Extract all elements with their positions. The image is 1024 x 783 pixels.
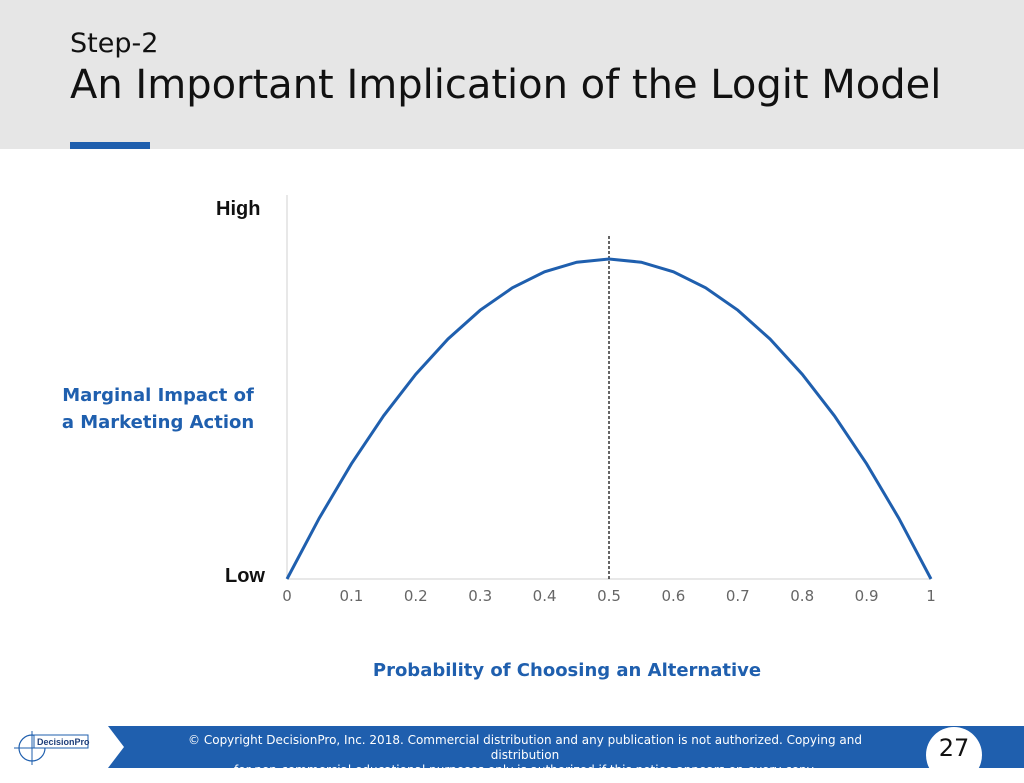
x-tick-label: 1 [926,587,936,605]
x-tick-label: 0.1 [339,587,363,605]
x-tick-label: 0.5 [597,587,621,605]
copyright-notice: © Copyright DecisionPro, Inc. 2018. Comm… [160,733,890,778]
copyright-line-2: for non-commercial educational purposes … [234,763,816,777]
y-axis-high-label: High [216,198,261,220]
x-tick-label: 0 [282,587,292,605]
page-number: 27 [938,734,970,762]
y-axis-title: Marginal Impact of a Marketing Action [61,385,255,433]
copyright-line-1: © Copyright DecisionPro, Inc. 2018. Comm… [188,733,862,762]
x-tick-label: 0.4 [533,587,557,605]
x-tick-label: 0.3 [468,587,492,605]
svg-text:DecisionPro: DecisionPro [37,737,90,747]
title-accent-bar [70,142,150,149]
x-tick-label: 0.8 [790,587,814,605]
title-header [0,0,1024,149]
slide-title: An Important Implication of the Logit Mo… [70,62,942,108]
x-axis-title: Probability of Choosing an Alternative [372,660,762,681]
y-axis-low-label: Low [225,565,265,587]
decisionpro-logo: DecisionPro [0,726,124,768]
step-label: Step-2 [70,28,159,59]
x-tick-label: 0.2 [404,587,428,605]
series-line [285,257,933,580]
x-tick-labels: 0 0.1 0.2 0.3 0.4 0.5 0.6 0.7 0.8 0.9 1 [282,587,936,605]
x-tick-label: 0.9 [855,587,879,605]
x-tick-label: 0.7 [726,587,750,605]
footer-bar [0,726,1024,768]
x-tick-label: 0.6 [661,587,685,605]
